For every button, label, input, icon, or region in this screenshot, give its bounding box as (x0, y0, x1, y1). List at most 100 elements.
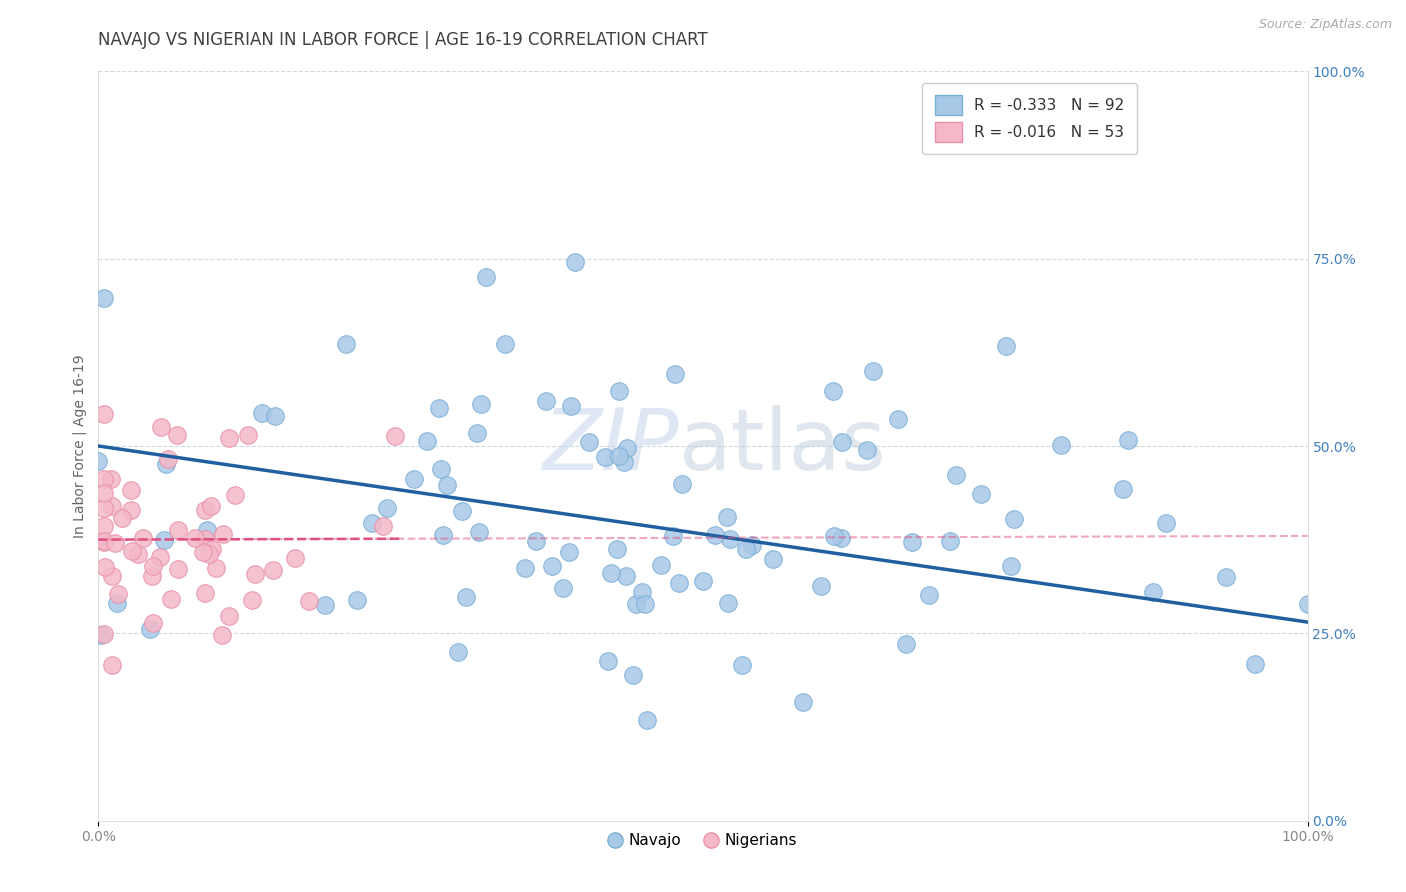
Point (1244, 657, 1267, 671)
Point (703, 528, 725, 542)
Text: Source: ZipAtlas.com: Source: ZipAtlas.com (1258, 18, 1392, 31)
Point (634, 597, 657, 611)
Text: ZIP: ZIP (543, 404, 679, 488)
Point (918, 588, 941, 602)
Point (236, 428, 259, 442)
Point (141, 569, 163, 583)
Point (264, 409, 287, 423)
Point (155, 457, 177, 471)
Point (718, 533, 741, 547)
Point (564, 254, 586, 268)
Point (1142, 585, 1164, 599)
Point (240, 593, 263, 607)
Point (626, 598, 648, 612)
Point (456, 590, 478, 604)
Point (862, 364, 884, 378)
Point (662, 529, 685, 543)
Point (887, 412, 910, 426)
Point (468, 524, 491, 539)
Point (762, 552, 785, 566)
Point (93, 627, 115, 641)
Point (262, 563, 284, 577)
Point (470, 397, 492, 411)
Point (621, 668, 644, 682)
Point (211, 628, 233, 642)
Point (717, 596, 740, 610)
Point (195, 523, 218, 537)
Point (197, 547, 219, 561)
Point (132, 531, 155, 545)
Point (205, 561, 228, 575)
Point (194, 503, 217, 517)
Point (616, 441, 638, 455)
Point (524, 534, 547, 549)
Point (447, 645, 470, 659)
Point (101, 499, 124, 513)
Point (730, 658, 752, 673)
Point (156, 452, 179, 467)
Point (945, 468, 967, 483)
Point (415, 434, 437, 449)
Point (578, 434, 600, 449)
Point (596, 654, 619, 668)
Point (93, 535, 115, 549)
Point (534, 394, 557, 409)
Point (104, 535, 127, 549)
Point (224, 488, 246, 502)
Point (609, 449, 631, 463)
Point (250, 406, 273, 420)
Point (831, 435, 853, 450)
Point (384, 429, 406, 443)
Point (298, 593, 321, 607)
Point (432, 527, 454, 541)
Point (451, 503, 474, 517)
Point (668, 575, 690, 590)
Point (1215, 570, 1237, 584)
Point (855, 443, 877, 458)
Point (994, 339, 1017, 353)
Y-axis label: In Labor Force | Age 16-19: In Labor Force | Age 16-19 (73, 354, 87, 538)
Point (600, 566, 623, 581)
Point (427, 401, 450, 416)
Point (741, 538, 763, 552)
Point (243, 567, 266, 582)
Point (193, 545, 215, 559)
Point (436, 478, 458, 492)
Point (159, 592, 181, 607)
Point (149, 550, 172, 565)
Point (551, 582, 574, 596)
Point (515, 560, 537, 574)
Point (105, 596, 128, 610)
Point (201, 541, 224, 556)
Point (613, 455, 636, 469)
Point (183, 531, 205, 545)
Point (970, 487, 993, 501)
Point (792, 695, 814, 709)
Point (218, 431, 240, 445)
Point (139, 622, 162, 636)
Point (810, 579, 832, 593)
Point (93, 534, 115, 549)
Point (609, 384, 631, 398)
Point (360, 516, 382, 530)
Point (650, 558, 672, 572)
Point (93, 486, 115, 500)
Point (218, 609, 240, 624)
Point (284, 551, 307, 566)
Point (167, 562, 190, 576)
Point (901, 535, 924, 549)
Point (896, 637, 918, 651)
Point (692, 574, 714, 588)
Point (346, 593, 368, 607)
Text: atlas: atlas (679, 404, 887, 488)
Point (631, 585, 654, 599)
Point (540, 559, 562, 574)
Point (141, 616, 163, 631)
Point (830, 532, 852, 546)
Point (1156, 516, 1178, 530)
Point (194, 586, 217, 600)
Point (1050, 438, 1073, 452)
Point (664, 367, 686, 381)
Point (167, 523, 190, 537)
Point (107, 587, 129, 601)
